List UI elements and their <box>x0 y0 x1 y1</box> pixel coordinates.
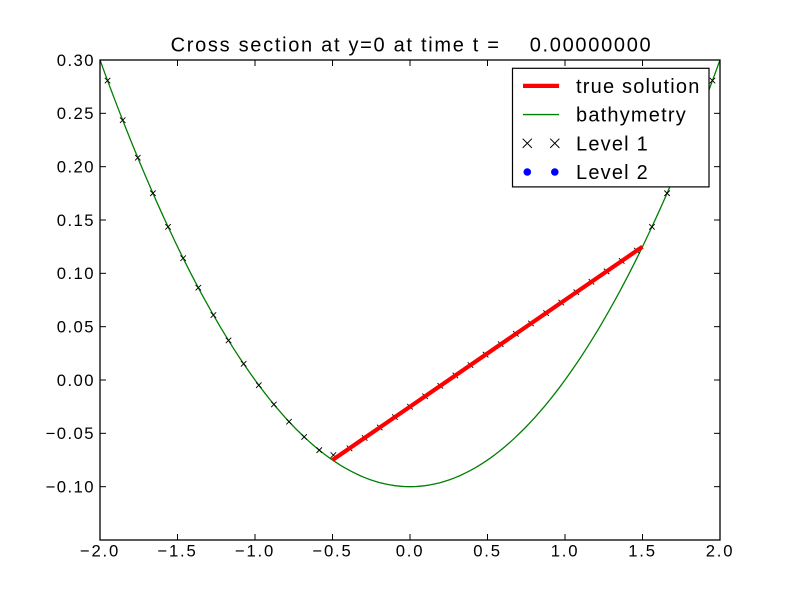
svg-text:Level 2: Level 2 <box>576 162 649 184</box>
svg-text:−0.10: −0.10 <box>46 478 95 497</box>
svg-text:0.20: 0.20 <box>57 158 95 177</box>
svg-text:bathymetry: bathymetry <box>576 105 687 127</box>
svg-text:0.00: 0.00 <box>57 371 95 390</box>
svg-text:−0.05: −0.05 <box>46 424 95 443</box>
svg-text:1.0: 1.0 <box>551 542 580 561</box>
svg-text:0.10: 0.10 <box>57 264 95 283</box>
svg-text:0.05: 0.05 <box>57 318 95 337</box>
svg-text:0.0: 0.0 <box>396 542 425 561</box>
svg-text:−1.0: −1.0 <box>235 542 275 561</box>
svg-text:Level 1: Level 1 <box>576 133 649 155</box>
svg-text:0.15: 0.15 <box>57 211 95 230</box>
svg-text:0.30: 0.30 <box>57 51 95 70</box>
svg-text:0.25: 0.25 <box>57 104 95 123</box>
svg-text:2.0: 2.0 <box>706 542 735 561</box>
svg-text:1.5: 1.5 <box>628 542 657 561</box>
svg-text:0.5: 0.5 <box>473 542 502 561</box>
svg-text:Cross section at y=0 at time t: Cross section at y=0 at time t = 0.00000… <box>171 35 653 57</box>
svg-text:−0.5: −0.5 <box>312 542 352 561</box>
svg-text:−2.0: −2.0 <box>80 542 120 561</box>
svg-text:true solution: true solution <box>576 76 701 98</box>
svg-text:−1.5: −1.5 <box>157 542 197 561</box>
